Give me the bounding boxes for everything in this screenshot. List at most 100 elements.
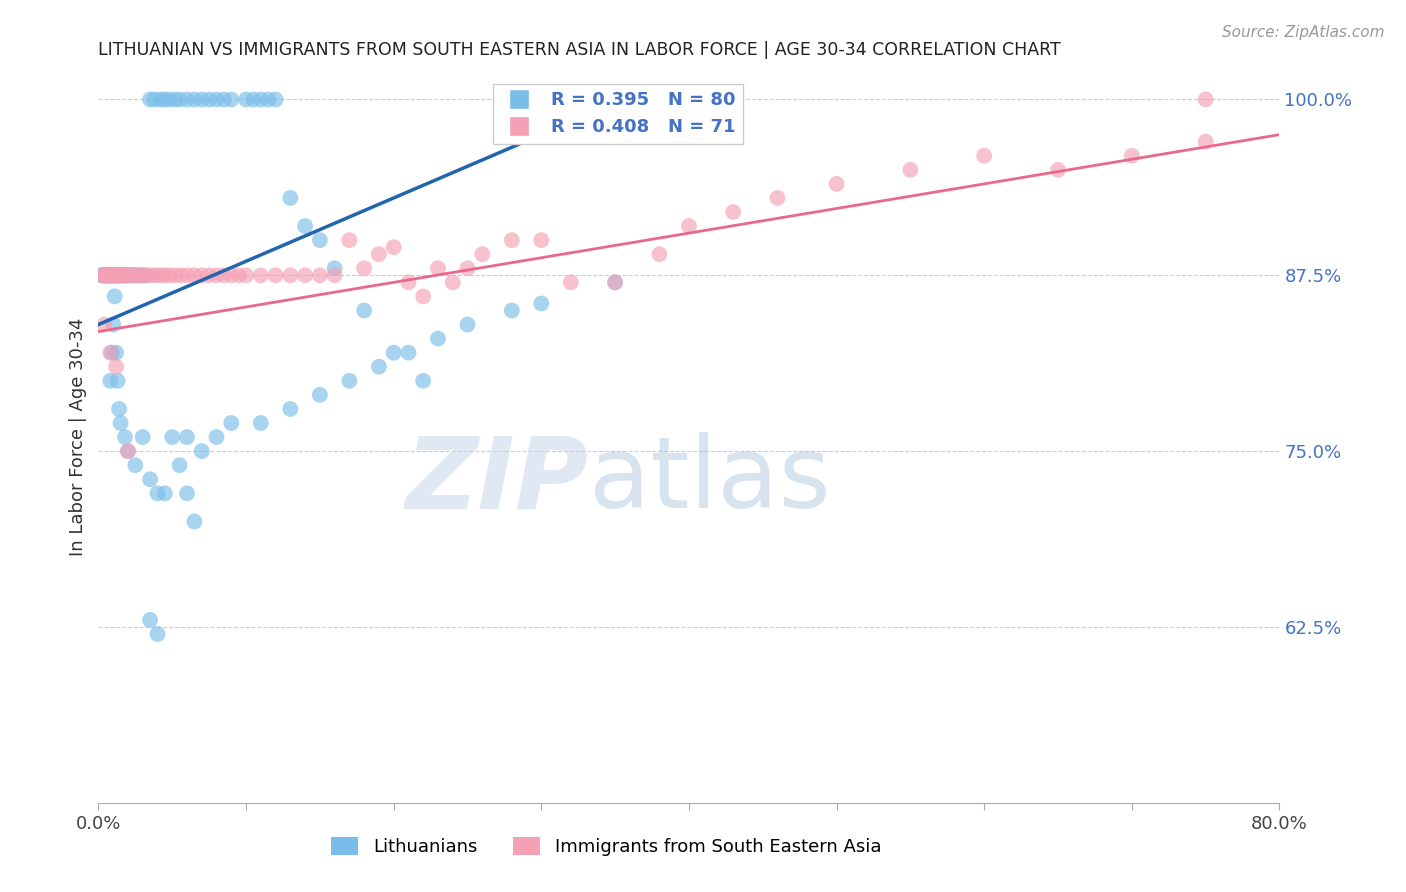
Lithuanians	[96, 268, 118, 283]
Lithuanians	[176, 93, 198, 107]
Immigrants from South Eastern Asia	[191, 268, 214, 283]
Immigrants from South Eastern Asia	[118, 268, 141, 283]
Lithuanians	[104, 289, 127, 303]
Immigrants from South Eastern Asia	[1121, 149, 1143, 163]
Lithuanians	[103, 268, 125, 283]
Immigrants from South Eastern Asia	[176, 268, 198, 283]
Lithuanians	[221, 416, 243, 430]
Immigrants from South Eastern Asia	[121, 268, 143, 283]
Immigrants from South Eastern Asia	[105, 359, 128, 374]
Immigrants from South Eastern Asia	[105, 268, 128, 283]
Immigrants from South Eastern Asia	[117, 444, 139, 458]
Lithuanians	[117, 268, 139, 283]
Lithuanians	[118, 268, 141, 283]
Immigrants from South Eastern Asia	[212, 268, 235, 283]
Lithuanians	[309, 388, 332, 402]
Lithuanians	[111, 268, 134, 283]
Lithuanians	[100, 345, 122, 359]
Lithuanians	[339, 374, 361, 388]
Immigrants from South Eastern Asia	[157, 268, 180, 283]
Lithuanians	[382, 345, 405, 359]
Lithuanians	[280, 191, 302, 205]
Lithuanians	[183, 515, 205, 529]
Lithuanians	[125, 268, 148, 283]
Lithuanians	[183, 93, 205, 107]
Lithuanians	[124, 268, 146, 283]
Immigrants from South Eastern Asia	[973, 149, 995, 163]
Immigrants from South Eastern Asia	[115, 268, 138, 283]
Lithuanians	[97, 268, 120, 283]
Lithuanians	[153, 486, 176, 500]
Immigrants from South Eastern Asia	[368, 247, 391, 261]
Lithuanians	[139, 472, 162, 486]
Immigrants from South Eastern Asia	[98, 345, 121, 359]
Lithuanians	[104, 268, 127, 283]
Lithuanians	[103, 268, 125, 283]
Lithuanians	[94, 268, 117, 283]
Lithuanians	[105, 268, 128, 283]
Lithuanians	[98, 374, 121, 388]
Immigrants from South Eastern Asia	[1195, 135, 1218, 149]
Lithuanians	[107, 374, 129, 388]
Lithuanians	[115, 268, 138, 283]
Lithuanians	[605, 276, 627, 290]
Immigrants from South Eastern Asia	[221, 268, 243, 283]
Immigrants from South Eastern Asia	[100, 268, 122, 283]
Lithuanians	[114, 430, 136, 444]
Lithuanians	[191, 444, 214, 458]
Immigrants from South Eastern Asia	[93, 268, 115, 283]
Lithuanians	[98, 268, 121, 283]
Lithuanians	[323, 261, 346, 276]
Immigrants from South Eastern Asia	[530, 233, 553, 247]
Immigrants from South Eastern Asia	[1046, 162, 1070, 177]
Lithuanians	[110, 416, 132, 430]
Immigrants from South Eastern Asia	[165, 268, 187, 283]
Immigrants from South Eastern Asia	[235, 268, 257, 283]
Immigrants from South Eastern Asia	[104, 268, 127, 283]
Immigrants from South Eastern Asia	[98, 268, 121, 283]
Lithuanians	[198, 93, 221, 107]
Immigrants from South Eastern Asia	[136, 268, 159, 283]
Lithuanians	[157, 93, 180, 107]
Immigrants from South Eastern Asia	[107, 268, 129, 283]
Immigrants from South Eastern Asia	[501, 233, 523, 247]
Immigrants from South Eastern Asia	[198, 268, 221, 283]
Lithuanians	[98, 268, 121, 283]
Immigrants from South Eastern Asia	[250, 268, 273, 283]
Immigrants from South Eastern Asia	[132, 268, 155, 283]
Immigrants from South Eastern Asia	[205, 268, 228, 283]
Immigrants from South Eastern Asia	[91, 268, 114, 283]
Immigrants from South Eastern Asia	[900, 162, 922, 177]
Lithuanians	[100, 268, 122, 283]
Immigrants from South Eastern Asia	[124, 268, 146, 283]
Lithuanians	[191, 93, 214, 107]
Lithuanians	[162, 430, 183, 444]
Immigrants from South Eastern Asia	[339, 233, 361, 247]
Immigrants from South Eastern Asia	[94, 268, 117, 283]
Lithuanians	[96, 268, 118, 283]
Lithuanians	[176, 430, 198, 444]
Immigrants from South Eastern Asia	[723, 205, 745, 219]
Immigrants from South Eastern Asia	[141, 268, 163, 283]
Lithuanians	[264, 93, 287, 107]
Lithuanians	[122, 268, 145, 283]
Immigrants from South Eastern Asia	[93, 318, 115, 332]
Lithuanians	[242, 93, 264, 107]
Lithuanians	[91, 268, 114, 283]
Legend: Lithuanians, Immigrants from South Eastern Asia: Lithuanians, Immigrants from South Easte…	[323, 830, 889, 863]
Lithuanians	[121, 268, 143, 283]
Immigrants from South Eastern Asia	[145, 268, 167, 283]
Immigrants from South Eastern Asia	[112, 268, 135, 283]
Lithuanians	[103, 268, 125, 283]
Immigrants from South Eastern Asia	[110, 268, 132, 283]
Lithuanians	[105, 345, 128, 359]
Immigrants from South Eastern Asia	[280, 268, 302, 283]
Lithuanians	[530, 296, 553, 310]
Lithuanians	[93, 268, 115, 283]
Lithuanians	[114, 268, 136, 283]
Immigrants from South Eastern Asia	[183, 268, 205, 283]
Immigrants from South Eastern Asia	[128, 268, 150, 283]
Lithuanians	[257, 93, 280, 107]
Lithuanians	[103, 268, 125, 283]
Lithuanians	[501, 303, 523, 318]
